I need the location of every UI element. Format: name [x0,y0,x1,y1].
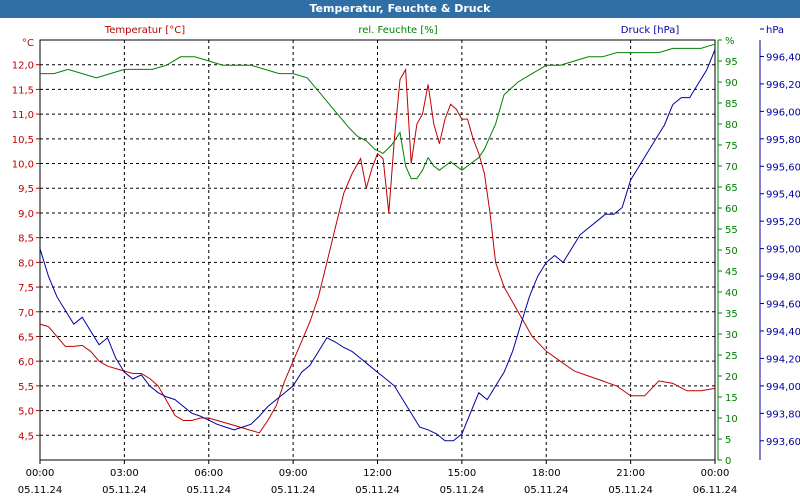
y-left-tick-label: 9,5 [18,184,34,195]
y-right1-tick-label: 20 [725,372,738,383]
x-tick-label-date: 05.11.24 [18,485,63,496]
y-right2-tick-label: 995,80 [766,135,800,146]
y-right1-tick-label: 10 [725,414,738,425]
x-tick-label-time: 00:00 [26,468,55,479]
axis-labels: 00:00 05.11.24 03:00 05.11.24 06:00 05.11.24 0… [12,25,800,496]
y-left-tick-label: 5,5 [18,382,34,393]
y-left-tick-label: 6,5 [18,332,34,343]
y-left-tick-label: 7,0 [18,308,34,319]
y-left-tick-label: 4,5 [18,431,34,442]
grid-lines [40,40,715,460]
y-left-unit: °C [22,38,34,49]
y-right1-tick-label: 50 [725,246,738,257]
series-line-left [39,67,716,434]
x-tick-label-time: 21:00 [616,468,645,479]
x-tick-label-time: 12:00 [363,468,392,479]
y-right1-tick-label: 35 [725,309,738,320]
y-left-tick-label: 10,0 [12,160,34,171]
y-left-tick-label: 8,0 [18,258,34,269]
y-right2-tick-label: 995,40 [766,190,800,201]
series-label-right1: rel. Feuchte [%] [358,25,437,36]
chart-canvas: 00:00 05.11.24 03:00 05.11.24 06:00 05.11.24 0… [12,25,800,496]
x-tick-label-date: 05.11.24 [608,485,653,496]
y-left-tick-label: 11,0 [12,110,34,121]
y-left-tick-label: 7,5 [18,283,34,294]
y-right2-tick-label: 994,00 [766,382,800,393]
x-tick-label-date: 05.11.24 [186,485,231,496]
x-tick-label-date: 06.11.24 [693,485,738,496]
x-tick-label-time: 09:00 [279,468,308,479]
x-tick-label-date: 05.11.24 [102,485,147,496]
x-tick-label-time: 03:00 [110,468,139,479]
x-tick-label-date: 05.11.24 [440,485,485,496]
y-right1-tick-label: 90 [725,78,738,89]
y-left-tick-label: 5,0 [18,407,34,418]
y-right1-tick-label: 45 [725,267,738,278]
y-left-tick-label: 12,0 [12,61,34,72]
y-right1-tick-label: 5 [725,435,731,446]
y-right1-tick-label: 60 [725,204,738,215]
x-tick-label-date: 05.11.24 [355,485,400,496]
y-left-tick-label: 6,0 [18,357,34,368]
x-tick-label-time: 06:00 [194,468,223,479]
x-tick-label-date: 05.11.24 [524,485,569,496]
y-right1-tick-label: 25 [725,351,738,362]
y-right2-tick-label: 993,80 [766,409,800,420]
x-tick-label-time: 15:00 [447,468,476,479]
y-right1-tick-label: 65 [725,183,738,194]
y-left-tick-label: 9,0 [18,209,34,220]
y-right1-tick-label: % [725,36,735,47]
y-left-tick-label: 8,5 [18,234,34,245]
y-right1-tick-label: 95 [725,57,738,68]
y-right1-tick-label: 70 [725,162,738,173]
x-tick-label-time: 18:00 [532,468,561,479]
y-right2-tick-label: 994,60 [766,300,800,311]
y-right2-tick-label: 996,00 [766,107,800,118]
y-right2-tick-label: 994,80 [766,272,800,283]
y-left-tick-label: 11,5 [12,85,34,96]
y-right2-tick-label: 994,20 [766,354,800,365]
series-lines [39,43,716,442]
series-line-right1 [40,43,716,180]
y-right1-tick-label: 0 [725,456,731,467]
y-right1-tick-label: 55 [725,225,738,236]
chart-title: Temperatur, Feuchte & Druck [0,0,800,18]
y-right2-tick-label: 996,40 [766,52,800,63]
y-left-tick-label: 10,5 [12,135,34,146]
y-right2-tick-label: 993,60 [766,437,800,448]
series-label-left: Temperatur [°C] [104,25,185,36]
y-right2-tick-label: 995,60 [766,162,800,173]
y-right1-tick-label: 85 [725,99,738,110]
y-right2-tick-label: 995,20 [766,217,800,228]
y-right1-tick-label: 75 [725,141,738,152]
x-tick-label-time: 00:00 [701,468,730,479]
series-label-right2: Druck [hPa] [621,25,680,36]
y-right2-tick-label: hPa [766,25,784,36]
series-line-right2 [39,49,716,442]
axes [36,28,764,464]
y-right2-tick-label: 994,40 [766,327,800,338]
y-right1-tick-label: 15 [725,393,738,404]
x-tick-label-date: 05.11.24 [271,485,316,496]
y-right2-tick-label: 995,00 [766,245,800,256]
y-right1-tick-label: 80 [725,120,738,131]
y-right2-tick-label: 996,20 [766,80,800,91]
y-right1-tick-label: 40 [725,288,738,299]
y-right1-tick-label: 30 [725,330,738,341]
